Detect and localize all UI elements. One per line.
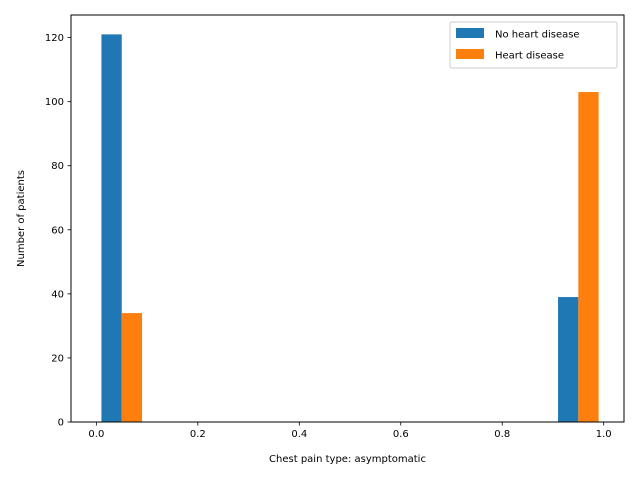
x-tick-label-3: 0.6: [393, 429, 409, 440]
y-tick-label-0: 0: [58, 418, 64, 429]
plot-frame: [70, 14, 625, 423]
bar-series-0-bin-1: [558, 297, 579, 422]
y-axis-label: Number of patients: [16, 170, 27, 267]
y-tick-label-1: 20: [51, 353, 64, 364]
bar-series-0-bin-0: [101, 34, 122, 422]
legend-frame: [449, 21, 618, 69]
legend: No heart disease Heart disease: [449, 21, 618, 69]
y-axis: 0 20 40 60 80 100 120: [45, 33, 71, 429]
legend-label-heart-disease: Heart disease: [495, 51, 564, 62]
bar-series-1-bin-1: [578, 92, 599, 423]
x-axis-label: Chest pain type: asymptomatic: [269, 454, 426, 465]
x-axis: 0.0 0.2 0.4 0.6 0.8 1.0: [88, 422, 612, 440]
y-tick-label-4: 80: [51, 161, 64, 172]
legend-swatch-no-heart-disease: [456, 28, 484, 38]
x-tick-label-5: 1.0: [596, 429, 612, 440]
bar-series-1-bin-0: [121, 313, 143, 422]
x-tick-label-2: 0.4: [291, 429, 307, 440]
y-tick-label-3: 60: [51, 225, 64, 236]
x-tick-label-1: 0.2: [190, 429, 206, 440]
y-tick-label-6: 120: [45, 33, 64, 44]
y-tick-label-2: 40: [51, 289, 64, 300]
x-tick-label-4: 0.8: [494, 429, 510, 440]
x-tick-label-0: 0.0: [88, 429, 104, 440]
legend-swatch-heart-disease: [456, 49, 484, 59]
bars-layer: [101, 34, 599, 423]
legend-label-no-heart-disease: No heart disease: [495, 30, 580, 41]
y-tick-label-5: 100: [45, 97, 64, 108]
